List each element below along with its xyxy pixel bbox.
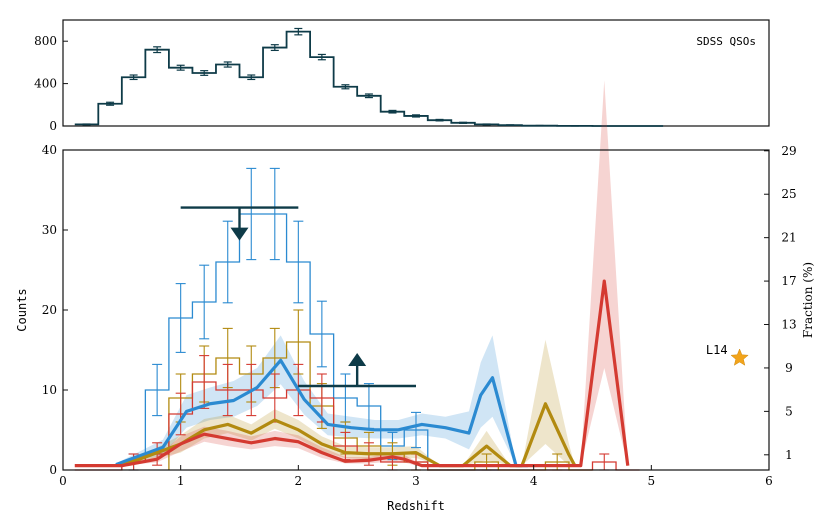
y-axis-label-left: Counts — [15, 288, 29, 331]
star-icon — [730, 348, 749, 366]
left-y-tick-label: 40 — [42, 143, 57, 157]
right-y-tick-label: 17 — [781, 274, 796, 288]
reference-point-label: L14 — [706, 343, 728, 357]
blue-fraction-band — [115, 335, 528, 466]
x-tick-label: 2 — [295, 474, 303, 488]
right-y-tick-label: 21 — [781, 231, 796, 245]
bottom-panel: 0 1 2 3 4 5 6 0 10 20 30 40 1 5 9 13 17 21 25 29 Redshift… — [15, 80, 815, 513]
left-y-tick-label: 10 — [42, 383, 57, 397]
x-tick-label: 6 — [765, 474, 773, 488]
x-tick-label: 0 — [59, 474, 67, 488]
left-y-tick-label: 30 — [42, 223, 57, 237]
right-y-tick-label: 1 — [785, 448, 793, 462]
right-y-tick-label: 13 — [781, 318, 796, 332]
blue-fraction-line — [115, 358, 528, 468]
left-y-tick-label: 20 — [42, 303, 57, 317]
right-y-tick-label: 9 — [785, 361, 793, 375]
x-axis-label: Redshift — [387, 499, 445, 513]
right-y-tick-label: 29 — [781, 144, 796, 158]
gold-fraction-band — [121, 339, 575, 466]
top-y-tick-label: 400 — [34, 77, 57, 91]
x-tick-label: 1 — [177, 474, 185, 488]
red-fraction-line — [74, 279, 630, 468]
upper-limit-arrow-head — [230, 227, 249, 241]
x-tick-label: 3 — [412, 474, 420, 488]
right-y-tick-label: 25 — [781, 187, 796, 201]
y-axis-label-right: Fraction (%) — [801, 262, 815, 338]
sdss-qso-label: SDSS QSOs — [696, 35, 756, 48]
lower-limit-arrow-head — [348, 353, 367, 366]
top-y-tick-label: 800 — [34, 34, 57, 48]
x-tick-label: 4 — [530, 474, 538, 488]
top-panel-frame — [62, 19, 770, 127]
x-tick-label: 5 — [648, 474, 656, 488]
right-y-tick-label: 5 — [785, 404, 793, 418]
left-y-tick-label: 0 — [49, 463, 57, 477]
top-panel: 0 400 800 SDSS QSOs — [34, 19, 770, 133]
sdss-histogram-step — [74, 30, 664, 127]
top-y-tick-label: 0 — [49, 119, 57, 133]
